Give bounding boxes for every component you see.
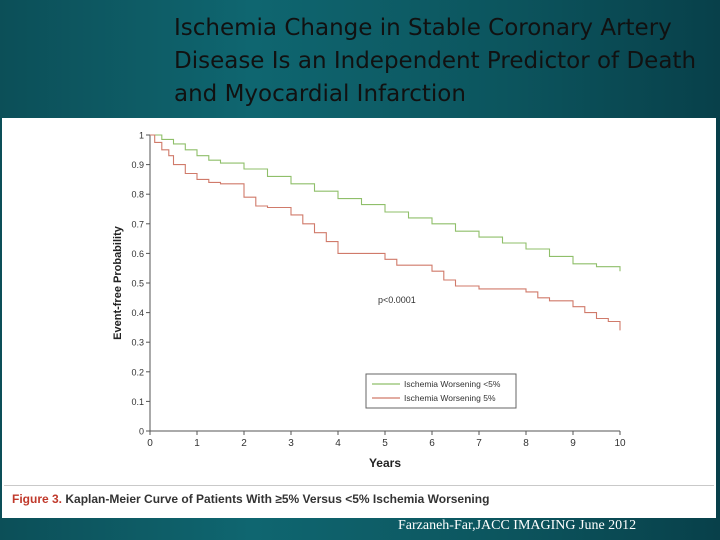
y-tick-label: 0.9 xyxy=(131,160,144,170)
citation: Farzaneh-Far,JACC IMAGING June 2012 xyxy=(398,518,637,533)
survival-curve-lt5 xyxy=(150,134,621,272)
x-tick-label: 2 xyxy=(241,438,247,449)
y-tick-label: 1 xyxy=(139,131,144,141)
legend-box xyxy=(365,373,517,409)
y-tick-label: 0.1 xyxy=(131,397,144,407)
survival-curve-ge5 xyxy=(150,134,621,331)
legend-label-red: Ischemia Worsening 5% xyxy=(404,393,496,403)
x-tick-label: 10 xyxy=(614,438,626,449)
x-tick-label: 1 xyxy=(194,438,200,449)
y-tick-label: 0.7 xyxy=(131,219,144,229)
figure-caption-text: Kaplan-Meier Curve of Patients With ≥5% … xyxy=(65,492,490,506)
y-tick-label: 0.8 xyxy=(131,190,144,200)
slide-title: Ischemia Change in Stable Coronary Arter… xyxy=(174,15,697,107)
y-tick-label: 0.6 xyxy=(131,249,144,259)
y-tick-label: 0.4 xyxy=(131,308,144,318)
y-tick-label: 0.5 xyxy=(131,279,144,289)
x-tick-label: 6 xyxy=(429,438,435,449)
x-tick-label: 7 xyxy=(476,438,482,449)
y-axis-label: Event-free Probability xyxy=(112,225,124,340)
figure-caption: Figure 3. Kaplan-Meier Curve of Patients… xyxy=(12,492,489,506)
x-tick-label: 0 xyxy=(147,438,153,449)
y-tick-label: 0.3 xyxy=(131,338,144,348)
x-axis-label: Years xyxy=(369,456,401,470)
legend: Ischemia Worsening <5% Ischemia Worsenin… xyxy=(365,373,517,409)
x-tick-label: 9 xyxy=(570,438,576,449)
p-value-annotation: p<0.0001 xyxy=(378,295,416,305)
caption-divider xyxy=(4,485,714,486)
x-tick-label: 5 xyxy=(382,438,388,449)
figure-label: Figure 3. xyxy=(12,492,63,506)
x-tick-label: 4 xyxy=(335,438,341,449)
x-tick-label: 3 xyxy=(288,438,294,449)
y-tick-label: 0.2 xyxy=(131,367,144,377)
x-tick-label: 8 xyxy=(523,438,529,449)
y-tick-label: 0 xyxy=(139,427,144,437)
legend-label-green: Ischemia Worsening <5% xyxy=(404,379,501,389)
